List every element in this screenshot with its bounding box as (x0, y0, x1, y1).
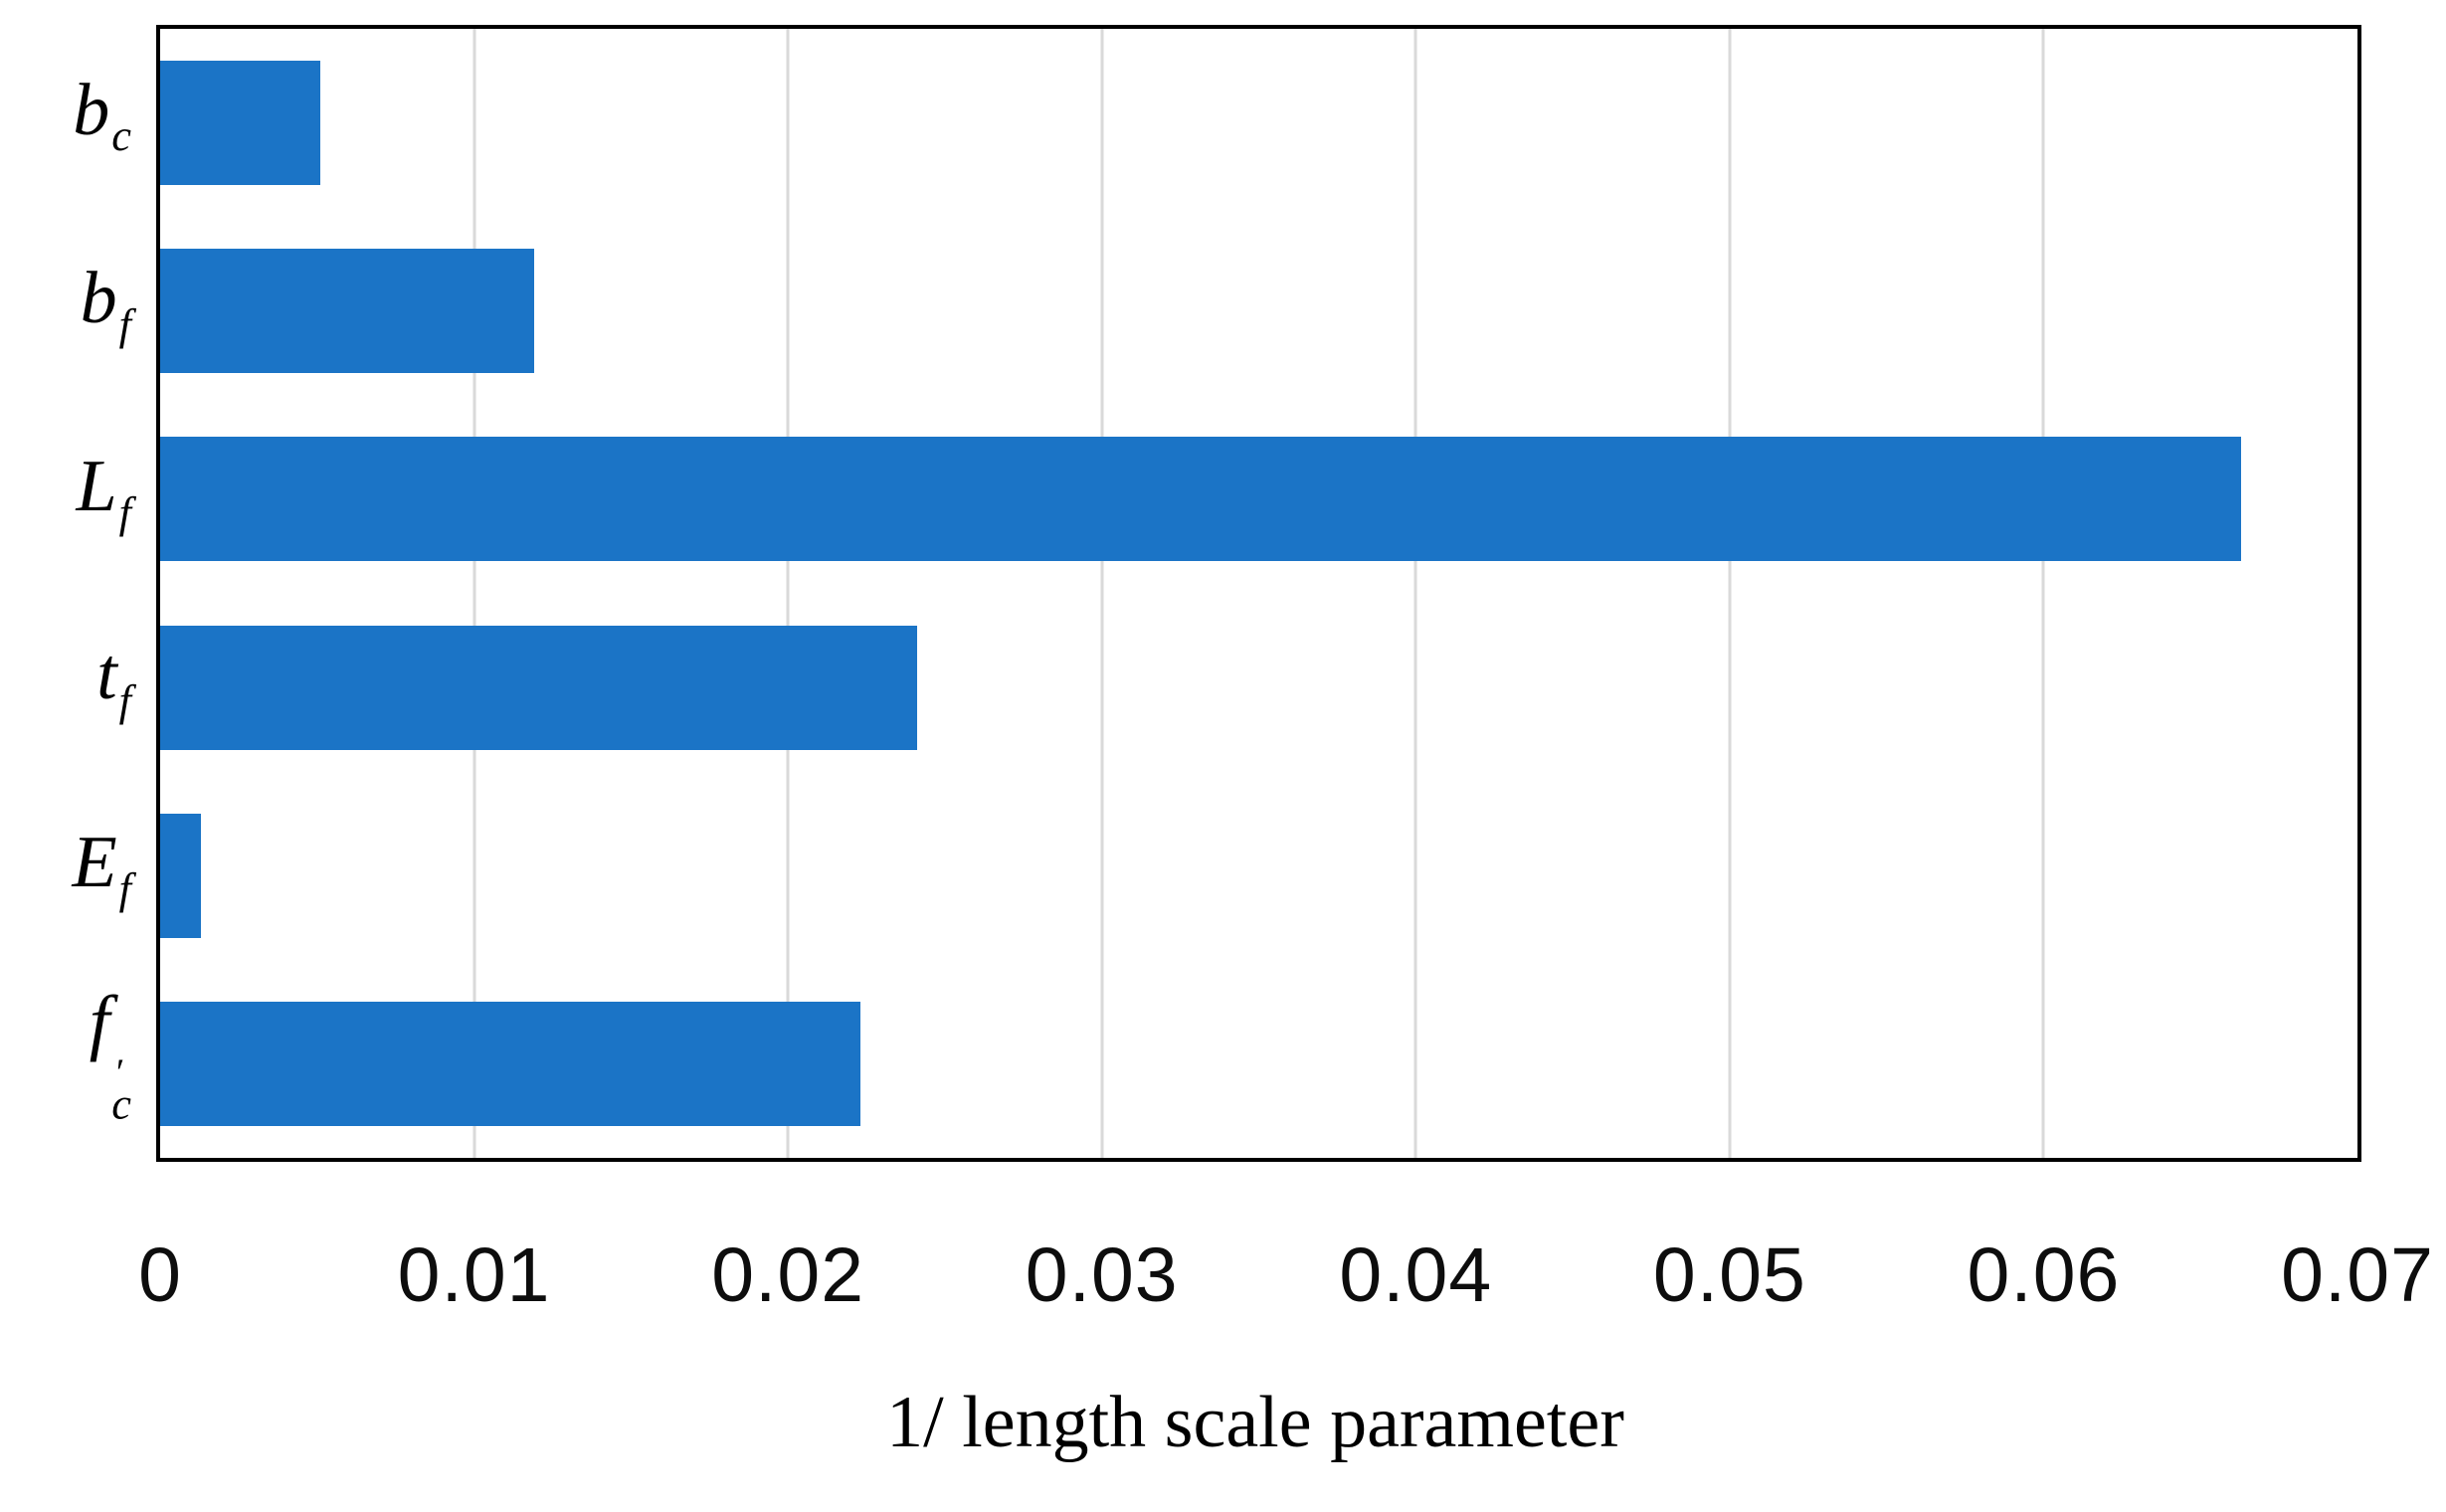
category-label-b_c: bc (0, 74, 131, 158)
gridline-0.02 (786, 29, 790, 1158)
x-tick-label-0.03: 0.03 (1025, 1232, 1179, 1318)
x-tick-label-0.05: 0.05 (1652, 1232, 1806, 1318)
bar-t_f (160, 625, 917, 750)
plot-area (156, 25, 2361, 1162)
gridline-0.05 (1728, 29, 1732, 1158)
x-tick-label-0: 0 (138, 1232, 182, 1318)
x-axis-title: 1/ length scale parameter (886, 1382, 1624, 1463)
x-tick-label-0.01: 0.01 (397, 1232, 551, 1318)
gridline-0.04 (1413, 29, 1417, 1158)
category-subscript: f (118, 298, 131, 349)
x-tick-label-0.04: 0.04 (1339, 1232, 1493, 1318)
category-subscript: f (118, 486, 131, 537)
x-tick-label-0.02: 0.02 (711, 1232, 865, 1318)
category-subscript: f (118, 674, 131, 725)
category-label-b_f: bf (0, 262, 131, 346)
category-label-E_f: Ef (0, 826, 131, 910)
category-base: b (73, 69, 110, 151)
bar-b_c (160, 61, 320, 186)
prime-mark: ′ (115, 1051, 125, 1094)
category-base: f (89, 981, 110, 1063)
bar-L_f (160, 437, 2242, 562)
category-subscript: f (118, 863, 131, 914)
gridline-0.01 (472, 29, 476, 1158)
x-tick-label-0.06: 0.06 (1967, 1232, 2121, 1318)
category-base: t (96, 634, 117, 716)
bar-f'_c (160, 1001, 860, 1126)
x-tick-label-0.07: 0.07 (2281, 1232, 2434, 1318)
category-subscript: c (111, 1078, 131, 1129)
bar-E_f (160, 813, 202, 938)
bar-b_f (160, 249, 534, 374)
category-label-f'_c: f ′ c (0, 986, 131, 1129)
prime-subscript-stack: ′ c (111, 1051, 131, 1129)
gridline-0.03 (1100, 29, 1104, 1158)
gridline-0.06 (2041, 29, 2045, 1158)
category-base: b (80, 257, 117, 339)
category-label-t_f: tf (0, 638, 131, 722)
category-base: L (76, 445, 117, 527)
category-base: E (72, 822, 117, 904)
category-subscript: c (111, 110, 131, 161)
category-label-L_f: Lf (0, 450, 132, 537)
